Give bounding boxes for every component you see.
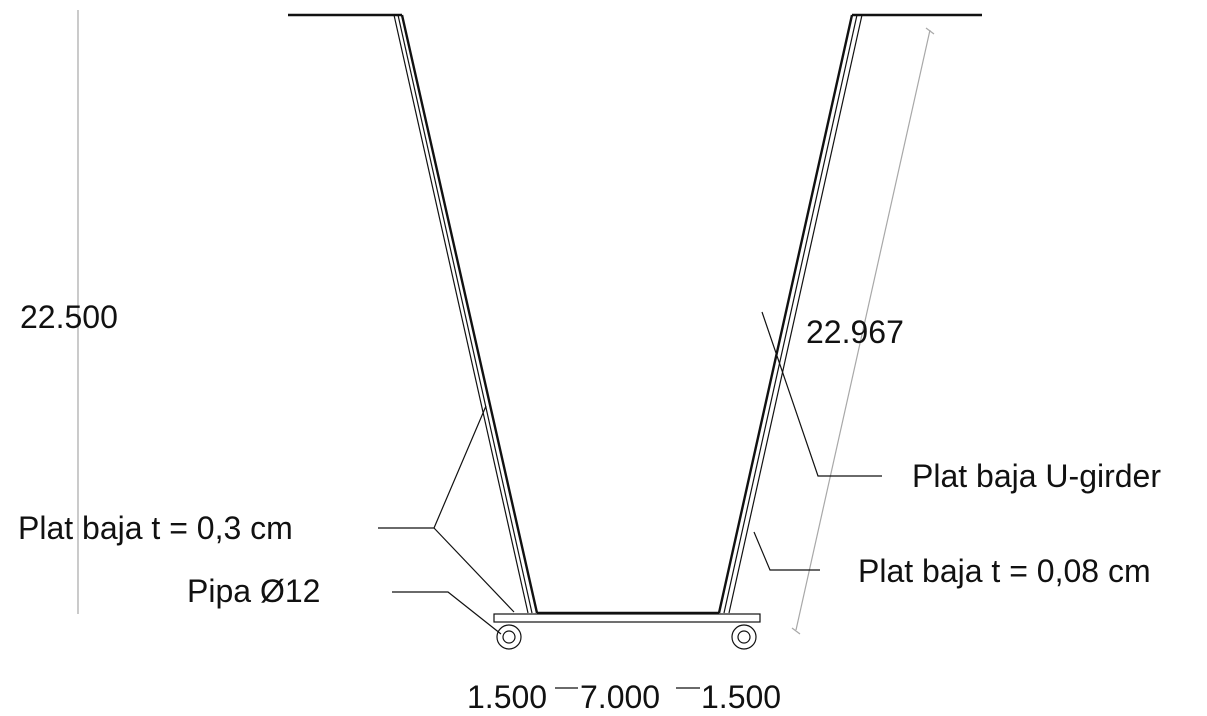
- left-pipe: [496, 624, 522, 650]
- leader-plate-008: [753, 531, 820, 571]
- height-dimension-label: 22.500: [20, 299, 118, 335]
- pipe-label: Pipa Ø12: [187, 573, 320, 609]
- plate-03-label: Plat baja t = 0,3 cm: [18, 510, 293, 546]
- slope-dimension-line: [795, 29, 931, 631]
- slope-dimension-label: 22.967: [806, 314, 904, 350]
- leader-pipe: [392, 591, 502, 635]
- right-pipe: [731, 624, 757, 650]
- leader-plate-03: [378, 405, 515, 613]
- left-web: [393, 14, 539, 614]
- bottom-plate: [493, 613, 761, 623]
- u-girder-label: Plat baja U-girder: [912, 458, 1161, 494]
- bottom-center-dimension: 7.000: [580, 679, 660, 715]
- bottom-left-dimension: 1.500: [467, 679, 547, 715]
- right-web: [717, 14, 863, 614]
- plate-008-label: Plat baja t = 0,08 cm: [858, 553, 1151, 589]
- bottom-right-dimension: 1.500: [701, 679, 781, 715]
- leader-u-girder: [761, 311, 882, 477]
